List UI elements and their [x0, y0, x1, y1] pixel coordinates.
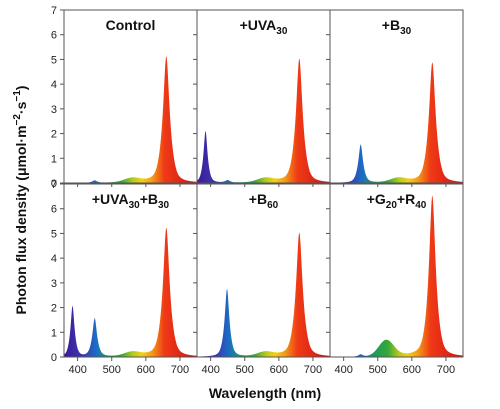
x-tick-label: 500 [236, 364, 254, 376]
panel-title: +UVA30+B30 [92, 191, 170, 211]
panel-title: +B60 [249, 191, 279, 211]
x-tick-label: 700 [304, 364, 322, 376]
y-tick-label: 1 [51, 327, 57, 339]
panel-frame [63, 9, 198, 184]
panel-frame [329, 183, 464, 358]
y-tick-label: 5 [51, 228, 57, 240]
panel-frame [196, 9, 331, 184]
x-tick-label: 700 [171, 364, 189, 376]
y-tick-label: 7 [51, 5, 57, 17]
panel-title: +UVA30 [240, 17, 288, 37]
panel-frame [329, 9, 464, 184]
panel-title: +B30 [382, 17, 412, 37]
panel-4: 0 1 2 3 4 5 6 7 400 500 600 700 +UVA30+B30 [51, 179, 198, 376]
y-tick-label: 4 [51, 79, 57, 91]
panel-6: 400 500 600 700 +G20+R40 [326, 183, 464, 376]
panel-5: 400 500 600 700 +B60 [193, 183, 331, 376]
y-tick-label: 5 [51, 54, 57, 66]
y-tick-label: 0 [51, 352, 57, 364]
x-tick-label: 500 [103, 364, 121, 376]
spectrum-area [197, 232, 330, 357]
panel-2: +UVA30 [193, 9, 331, 187]
x-axis-title: Wavelength (nm) [209, 385, 321, 401]
spectrum-area [197, 58, 330, 183]
x-tick-label: 600 [403, 364, 421, 376]
y-tick-label: 2 [51, 303, 57, 315]
spectrum-area [330, 62, 463, 183]
x-tick-label: 600 [137, 364, 155, 376]
x-tick-label: 600 [270, 364, 288, 376]
y-tick-label: 3 [51, 278, 57, 290]
y-tick-label: 2 [51, 129, 57, 141]
y-tick-label: 1 [51, 153, 57, 165]
x-tick-label: 400 [334, 364, 352, 376]
y-tick-label: 6 [51, 30, 57, 42]
x-tick-label: 500 [369, 364, 387, 376]
panel-1: 0 1 2 3 4 5 6 7 Control [51, 5, 198, 190]
y-tick-label: 3 [51, 104, 57, 116]
spectrum-area [64, 56, 197, 183]
panel-frame [196, 183, 331, 358]
spectrum-area [64, 227, 197, 357]
y-tick-label: 4 [51, 253, 57, 265]
x-tick-label: 700 [437, 364, 455, 376]
spectrum-area [330, 195, 463, 357]
y-axis-title: Photon flux density (μmol·m−2·s−1) [12, 86, 29, 315]
panel-3: +B30 [326, 9, 464, 187]
panel-title: +G20+R40 [367, 191, 427, 211]
y-tick-label: 0 [51, 178, 57, 190]
x-tick-label: 400 [201, 364, 219, 376]
panel-title: Control [106, 17, 156, 33]
y-tick-label: 6 [51, 204, 57, 216]
y-tick-label: 7 [51, 179, 57, 191]
x-tick-label: 400 [68, 364, 86, 376]
